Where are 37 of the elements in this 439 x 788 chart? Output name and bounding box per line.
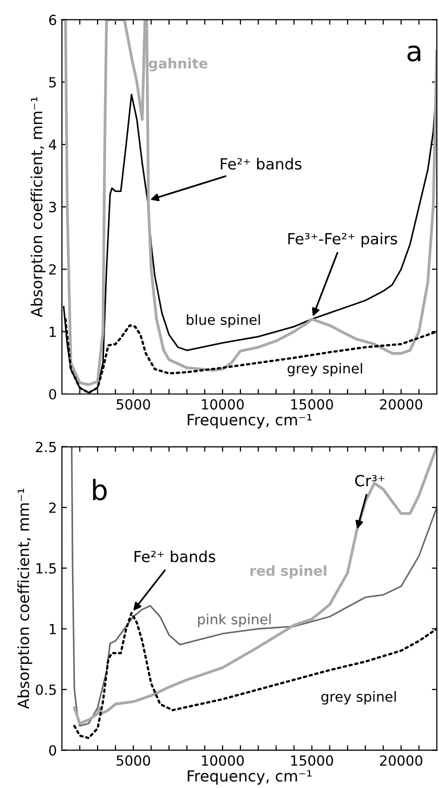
- series-label: blue spinel: [186, 314, 260, 328]
- x-tick-label: 20000: [380, 399, 422, 410]
- annotation: a: [407, 45, 420, 62]
- series-label: grey spinel: [321, 691, 396, 705]
- x-tick-label: 10000: [202, 399, 244, 410]
- x-axis-title: Frequency, cm⁻¹: [188, 770, 312, 785]
- annotation: Fe³⁺-Fe²⁺ pairs: [288, 232, 398, 248]
- series-label: pink spinel: [198, 614, 271, 628]
- y-tick-label: 2.5: [36, 442, 56, 452]
- x-tick-label: 20000: [380, 755, 422, 766]
- series-label: grey spinel: [288, 362, 362, 376]
- y-tick-label: 0: [49, 745, 56, 756]
- annotation: Fe²⁺ bands: [134, 550, 216, 562]
- x-tick-label: 15000: [291, 755, 334, 766]
- x-axis-title: Frequency, cm⁻¹: [188, 414, 312, 428]
- y-tick-label: 0: [49, 388, 56, 400]
- x-tick-label: 10000: [202, 755, 244, 766]
- y-tick-label: 1.5: [36, 563, 56, 574]
- y-tick-label: 5: [49, 77, 56, 88]
- y-axis-title: Absorption coefficient, mm⁻¹: [30, 97, 46, 318]
- y-tick-label: 1: [50, 624, 56, 634]
- y-tick-label: 2: [49, 264, 56, 275]
- y-tick-label: 6: [49, 14, 56, 26]
- series-label: gahnite: [148, 58, 208, 72]
- y-tick-label: 2: [49, 502, 56, 513]
- y-tick-label: 4: [48, 140, 56, 150]
- y-tick-label: 1: [50, 326, 56, 337]
- annotation: Fe²⁺ bands: [220, 158, 302, 170]
- series-label: red spinel: [250, 565, 326, 579]
- y-tick-label: 0.5: [36, 684, 56, 695]
- annotation: Cr³⁺: [355, 474, 384, 486]
- x-tick-label: 15000: [291, 399, 334, 410]
- annotation: b: [93, 478, 107, 500]
- y-tick-label: 3: [49, 202, 56, 212]
- x-tick-label: 5000: [116, 755, 150, 766]
- y-axis-title: Absorption coefficient, mm⁻¹: [17, 488, 32, 709]
- x-tick-label: 5000: [116, 399, 150, 410]
